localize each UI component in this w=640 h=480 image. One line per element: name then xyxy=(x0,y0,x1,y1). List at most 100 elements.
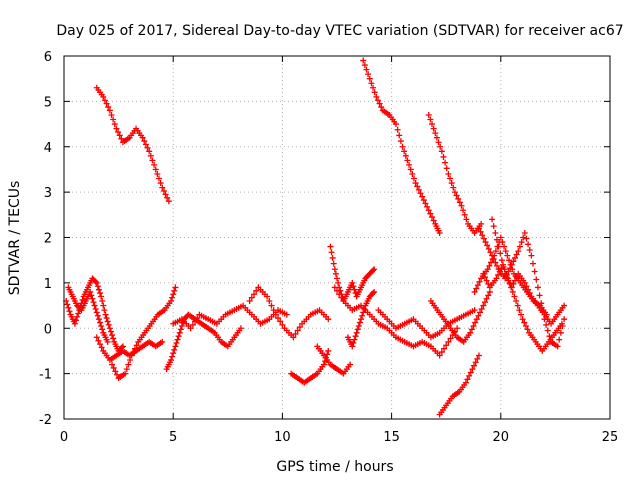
y-tick-label: 4 xyxy=(44,141,52,156)
data-point xyxy=(435,139,442,146)
data-point xyxy=(492,248,499,255)
data-point xyxy=(336,291,343,298)
data-point xyxy=(370,84,377,91)
data-point xyxy=(425,111,432,118)
data-point xyxy=(399,143,406,150)
data-point xyxy=(475,225,482,232)
data-point xyxy=(462,379,469,386)
data-point xyxy=(361,305,368,312)
data-point xyxy=(325,316,332,323)
x-tick-label: 15 xyxy=(383,430,400,445)
series-arc-10 xyxy=(314,343,354,377)
data-point xyxy=(108,111,115,118)
data-point xyxy=(430,217,437,224)
data-point xyxy=(355,322,362,329)
y-axis-label: SDTVAR / TECUs xyxy=(7,181,23,296)
data-point xyxy=(443,165,450,172)
data-point xyxy=(489,216,496,223)
data-point xyxy=(429,121,436,128)
data-point xyxy=(331,284,338,291)
data-point xyxy=(511,254,518,261)
data-point xyxy=(470,322,477,329)
data-point xyxy=(442,159,449,166)
data-point xyxy=(170,291,177,298)
x-tick-label: 20 xyxy=(493,430,510,445)
data-point xyxy=(561,302,568,309)
data-point xyxy=(424,203,431,210)
data-point xyxy=(127,357,134,364)
data-point xyxy=(483,277,490,284)
data-point xyxy=(374,97,381,104)
data-point xyxy=(115,129,122,136)
data-point xyxy=(350,339,357,346)
data-point xyxy=(352,333,359,340)
data-point xyxy=(128,352,135,359)
data-point xyxy=(432,130,439,137)
data-point xyxy=(497,234,504,241)
data-point xyxy=(363,66,370,73)
data-point xyxy=(471,288,478,295)
data-point xyxy=(425,207,432,214)
data-points xyxy=(63,57,568,418)
data-point xyxy=(97,319,104,326)
data-point xyxy=(477,309,484,316)
data-point xyxy=(430,125,437,132)
data-point xyxy=(98,322,105,329)
data-point xyxy=(558,320,565,327)
data-point xyxy=(469,366,476,373)
data-point xyxy=(168,298,175,305)
data-point xyxy=(460,207,467,214)
data-point xyxy=(97,341,104,348)
data-point xyxy=(171,346,178,353)
data-point xyxy=(533,276,540,283)
data-point xyxy=(504,252,511,259)
data-point xyxy=(131,345,138,352)
data-point xyxy=(101,307,108,314)
data-point xyxy=(407,166,414,173)
data-point xyxy=(275,315,282,322)
data-point xyxy=(106,107,113,114)
data-point xyxy=(170,350,177,357)
data-point xyxy=(253,287,260,294)
data-point xyxy=(110,116,117,123)
data-point xyxy=(324,351,331,358)
data-point xyxy=(505,257,512,264)
y-tick-label: 2 xyxy=(44,232,52,247)
data-point xyxy=(486,262,493,269)
data-point xyxy=(508,261,515,268)
data-point xyxy=(152,166,159,173)
data-point xyxy=(406,161,413,168)
data-point xyxy=(350,283,357,290)
data-point xyxy=(506,279,513,286)
x-tick-label: 25 xyxy=(602,430,619,445)
data-point xyxy=(492,259,499,266)
data-point xyxy=(87,288,94,295)
data-point xyxy=(483,295,490,302)
data-point xyxy=(461,211,468,218)
data-point xyxy=(192,318,199,325)
data-point xyxy=(368,80,375,87)
data-point xyxy=(477,228,484,235)
series-arc-3 xyxy=(93,84,172,205)
data-point xyxy=(331,266,338,273)
data-point xyxy=(149,157,156,164)
data-point xyxy=(520,234,527,241)
data-point xyxy=(433,134,440,141)
data-point xyxy=(496,268,503,275)
y-tick-label: -2 xyxy=(39,413,52,428)
data-point xyxy=(436,352,443,359)
series-arc-14 xyxy=(360,57,443,236)
data-point xyxy=(125,361,132,368)
data-point xyxy=(171,287,178,294)
data-point xyxy=(487,249,494,256)
data-point xyxy=(335,279,342,286)
data-point xyxy=(524,326,531,333)
data-point xyxy=(283,311,290,318)
data-point xyxy=(518,311,525,318)
data-point xyxy=(392,121,399,128)
data-point xyxy=(359,312,366,319)
data-point xyxy=(478,305,485,312)
data-point xyxy=(107,328,114,335)
data-point xyxy=(73,317,80,324)
data-point xyxy=(466,372,473,379)
